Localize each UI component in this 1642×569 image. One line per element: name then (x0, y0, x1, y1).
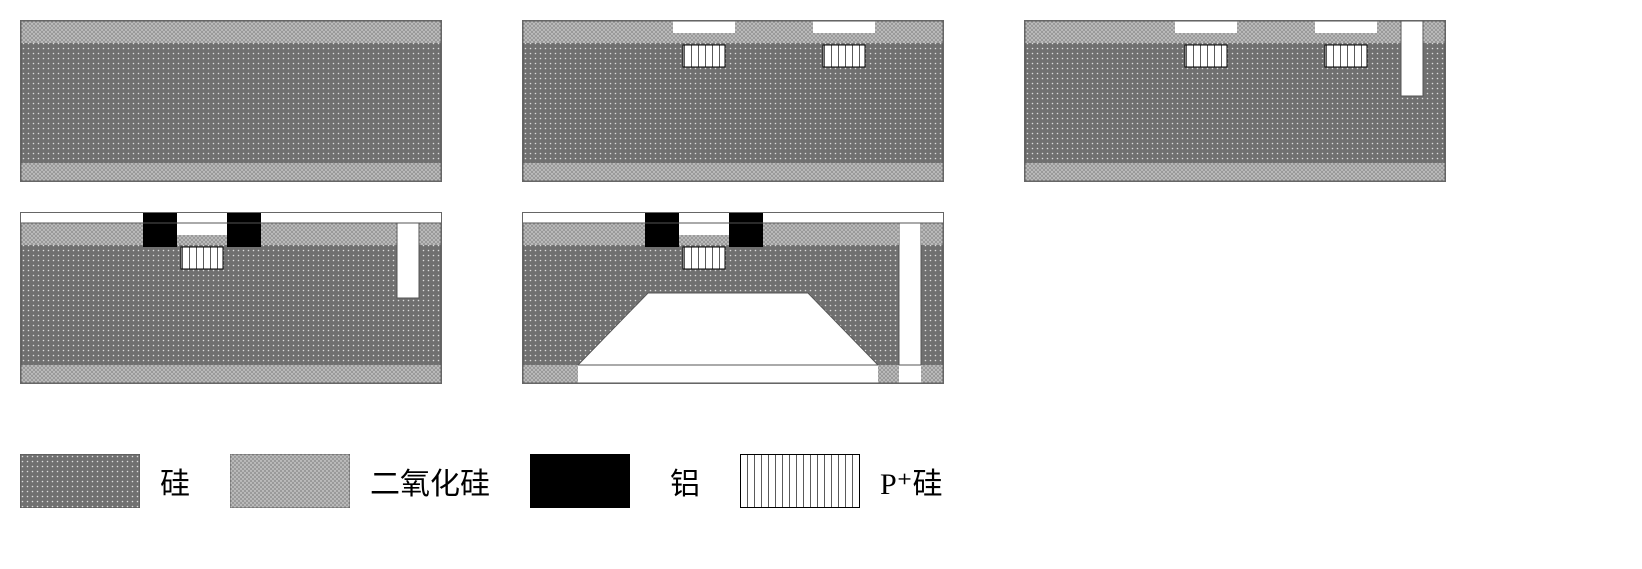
bottom-oxide (21, 163, 441, 181)
top-oxide-seg (735, 21, 813, 43)
legend-label: 铝 (670, 459, 700, 503)
p-plus-region (683, 247, 725, 269)
aluminum-contact (227, 213, 261, 247)
oxide-step (673, 33, 735, 43)
legend: 硅 二氧化硅 铝 P⁺硅 (20, 454, 1622, 508)
oxide-step (1175, 33, 1237, 43)
oxide-step (673, 235, 735, 245)
top-oxide-seg (1025, 21, 1175, 43)
bottom-oxide (523, 163, 943, 181)
legend-label: 硅 (160, 459, 190, 503)
panel-step-1 (20, 20, 442, 182)
top-oxide-seg (1237, 21, 1315, 43)
panel-step-2 (522, 20, 944, 182)
panel-step-4 (20, 212, 442, 384)
aluminum-contact (645, 213, 679, 247)
oxide-step (171, 235, 233, 245)
p-plus-region (683, 45, 725, 67)
through-slot (899, 223, 921, 365)
row-1 (20, 20, 1622, 182)
top-oxide-seg (21, 223, 147, 245)
legend-aluminum: 铝 (530, 454, 700, 508)
top-oxide-seg (419, 223, 441, 245)
silicon-body (523, 43, 943, 163)
front-via (397, 223, 419, 298)
top-oxide-seg (1377, 21, 1401, 43)
aluminum-contact (729, 213, 763, 247)
oxide-step (813, 33, 875, 43)
bottom-oxide-seg (921, 365, 943, 383)
legend-label: P⁺硅 (880, 459, 943, 503)
legend-silicon: 硅 (20, 454, 190, 508)
legend-pplus: P⁺硅 (740, 454, 943, 508)
top-oxide-seg (523, 223, 649, 245)
bottom-oxide-seg (523, 365, 578, 383)
bottom-oxide (1025, 163, 1445, 181)
p-plus-region (1325, 45, 1367, 67)
silicon-body (21, 43, 441, 163)
silicon-body (1025, 43, 1445, 163)
oxide-step (1315, 33, 1377, 43)
aluminum-contact (143, 213, 177, 247)
p-plus-region (1185, 45, 1227, 67)
row-2 (20, 212, 1622, 384)
top-oxide (21, 21, 441, 43)
top-oxide-seg (921, 223, 943, 245)
p-plus-region (181, 247, 223, 269)
p-plus-region (823, 45, 865, 67)
diagram-grid: 硅 二氧化硅 铝 P⁺硅 (20, 20, 1622, 508)
legend-oxide: 二氧化硅 (230, 454, 490, 508)
bottom-oxide-seg (878, 365, 899, 383)
top-oxide-seg (759, 223, 899, 245)
panel-step-5 (522, 212, 944, 384)
panel-step-3 (1024, 20, 1446, 182)
top-oxide-seg (1423, 21, 1445, 43)
top-oxide-seg (875, 21, 943, 43)
bottom-oxide (21, 365, 441, 383)
legend-label: 二氧化硅 (370, 459, 490, 503)
silicon-body (21, 245, 441, 365)
front-via (1401, 21, 1423, 96)
top-oxide-seg (257, 223, 397, 245)
top-oxide-seg (523, 21, 673, 43)
